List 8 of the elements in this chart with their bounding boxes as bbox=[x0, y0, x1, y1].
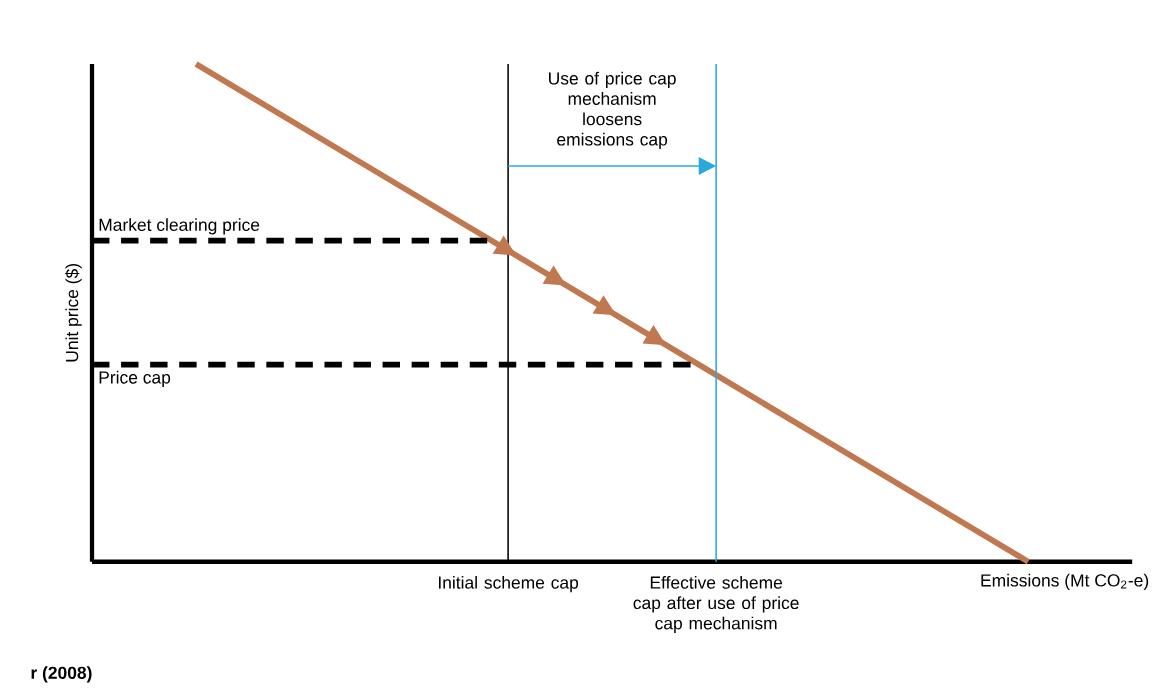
annotation: Use of price cap mechanism loosens emissions cap bbox=[549, 71, 676, 149]
x-axis-title: Emissions (Mt CO$_{2}$-e) bbox=[981, 573, 1149, 590]
x-tick-label: Effective scheme cap after use of price cap mechanism bbox=[633, 575, 799, 633]
ref-line-label: Price cap bbox=[99, 370, 171, 387]
ref-line-label: Market clearing price bbox=[99, 218, 260, 235]
x-tick-label: Initial scheme cap bbox=[438, 575, 579, 593]
text: r (2008) bbox=[31, 665, 92, 683]
y-axis-title: Unit price ($) bbox=[65, 263, 82, 362]
